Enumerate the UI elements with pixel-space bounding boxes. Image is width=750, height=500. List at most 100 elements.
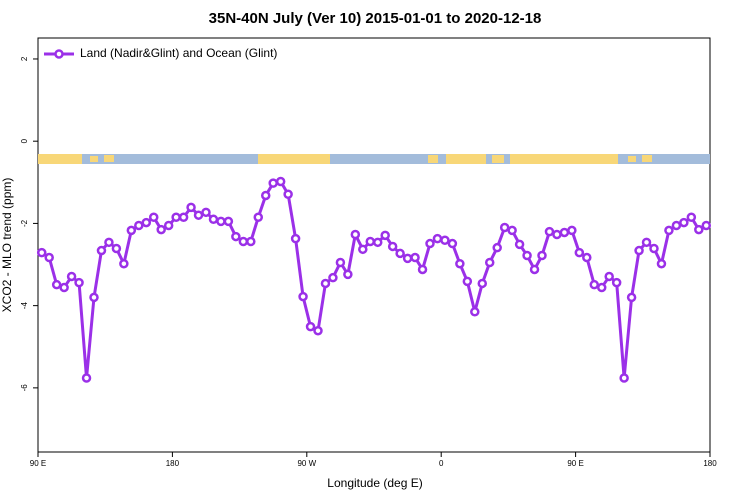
- data-point: [537, 250, 547, 261]
- data-point: [365, 236, 376, 247]
- data-point: [425, 238, 435, 249]
- data-point: [447, 238, 458, 249]
- data-point: [74, 277, 84, 288]
- data-point: [402, 253, 413, 264]
- data-point: [686, 212, 697, 222]
- data-point: [290, 233, 301, 244]
- data-point: [89, 292, 99, 303]
- data-point: [328, 272, 338, 283]
- data-point: [59, 282, 69, 293]
- data-point: [66, 271, 77, 282]
- land-ocean-strip: [38, 154, 710, 164]
- data-point: [335, 257, 346, 268]
- data-point: [313, 325, 323, 336]
- data-point: [679, 217, 689, 228]
- data-point: [268, 178, 278, 188]
- data-point: [283, 189, 293, 199]
- chart-title: 35N-40N July (Ver 10) 2015-01-01 to 2020…: [209, 10, 542, 27]
- data-point: [51, 279, 62, 290]
- data-point: [694, 224, 704, 235]
- data-point: [470, 307, 480, 317]
- data-point: [395, 248, 405, 259]
- data-point: [119, 258, 129, 269]
- data-point: [305, 321, 316, 332]
- data-point: [104, 237, 114, 248]
- data-point: [529, 264, 540, 275]
- data-point: [387, 241, 398, 252]
- data-point: [141, 217, 152, 228]
- data-point: [193, 210, 204, 220]
- data-point: [596, 282, 607, 293]
- x-tick-label: 180: [703, 459, 717, 468]
- data-point: [260, 190, 271, 201]
- data-point: [455, 258, 465, 269]
- data-point: [216, 216, 226, 227]
- data-point: [380, 230, 390, 241]
- plot-frame: [37, 37, 711, 453]
- data-point: [634, 245, 644, 256]
- data-point: [223, 216, 234, 227]
- data-point: [44, 252, 54, 263]
- y-tick-label: 0: [20, 138, 29, 143]
- data-point: [582, 252, 592, 263]
- x-tick-label: 180: [166, 459, 180, 468]
- data-point: [671, 220, 682, 231]
- data-point: [231, 231, 241, 242]
- data-point: [559, 227, 570, 238]
- data-point: [484, 257, 495, 268]
- y-tick-label: -4: [20, 302, 29, 310]
- data-point: [343, 269, 353, 280]
- data-point: [186, 202, 196, 213]
- data-point: [499, 222, 510, 233]
- data-point: [275, 176, 286, 187]
- data-point: [201, 207, 211, 218]
- data-point: [432, 233, 443, 244]
- data-point: [492, 242, 502, 253]
- data-point: [358, 244, 368, 255]
- data-point: [298, 291, 308, 302]
- data-point: [507, 225, 517, 236]
- data-point: [440, 235, 450, 246]
- data-point: [238, 236, 249, 247]
- x-tick-label: 0: [439, 459, 444, 468]
- data-point: [208, 214, 219, 225]
- x-axis-label: Longitude (deg E): [327, 476, 422, 490]
- data-point: [611, 277, 622, 288]
- legend-marker: [54, 49, 64, 59]
- data-point: [522, 250, 532, 261]
- data-point: [701, 220, 712, 231]
- y-tick-label: -2: [20, 219, 29, 227]
- data-point: [111, 243, 122, 254]
- data-point: [462, 276, 473, 287]
- x-tick-label: 90 E: [30, 459, 46, 468]
- data-point: [163, 220, 174, 231]
- data-point: [626, 292, 637, 303]
- legend-label: Land (Nadir&Glint) and Ocean (Glint): [80, 46, 277, 60]
- data-point: [619, 373, 629, 383]
- data-point: [552, 229, 562, 240]
- x-tick-label: 90 W: [297, 459, 316, 468]
- x-tick-label: 90 E: [567, 459, 583, 468]
- data-point: [514, 239, 525, 250]
- y-tick-label: 2: [20, 56, 29, 61]
- data-point: [96, 245, 107, 256]
- data-point: [641, 237, 652, 248]
- y-tick-label: -6: [20, 384, 29, 392]
- data-point: [81, 373, 92, 383]
- data-point: [246, 236, 256, 247]
- data-point: [649, 243, 659, 254]
- data-point: [350, 229, 361, 240]
- data-point: [656, 258, 667, 269]
- data-point: [178, 212, 189, 222]
- data-point: [574, 247, 585, 258]
- data-point: [134, 220, 144, 231]
- data-point: [171, 212, 181, 222]
- data-point: [36, 247, 47, 258]
- data-point: [320, 278, 331, 289]
- data-point: [253, 212, 264, 222]
- data-point: [126, 225, 137, 236]
- data-point: [604, 271, 614, 282]
- data-point: [544, 226, 555, 237]
- data-point: [567, 225, 577, 236]
